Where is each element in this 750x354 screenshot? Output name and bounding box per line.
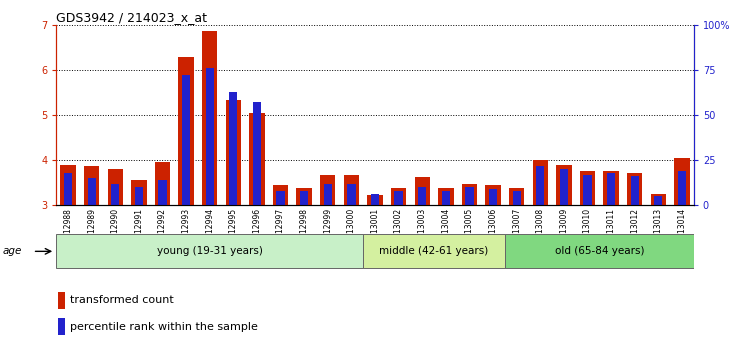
Bar (206, 68, 214, 205)
Bar (678, 171, 686, 205)
Bar (58, 292, 65, 309)
Bar (512, 191, 520, 205)
Bar (536, 166, 544, 205)
Bar (415, 177, 430, 205)
Bar (249, 113, 265, 205)
Bar (253, 102, 261, 205)
Text: age: age (3, 246, 22, 256)
Bar (584, 175, 592, 205)
Text: percentile rank within the sample: percentile rank within the sample (70, 322, 258, 332)
Bar (560, 169, 568, 205)
Bar (107, 169, 123, 205)
Text: old (65-84 years): old (65-84 years) (554, 246, 644, 256)
Bar (344, 175, 359, 205)
Bar (394, 191, 403, 205)
Bar (391, 188, 406, 205)
Bar (505, 234, 694, 268)
Bar (442, 191, 450, 205)
Bar (462, 184, 477, 205)
Bar (182, 75, 190, 205)
Bar (111, 184, 119, 205)
Bar (277, 191, 285, 205)
Bar (651, 194, 666, 205)
Bar (580, 171, 596, 205)
Bar (654, 196, 662, 205)
Bar (556, 165, 572, 205)
Bar (300, 191, 308, 205)
Bar (88, 178, 96, 205)
Bar (532, 160, 548, 205)
Bar (58, 318, 65, 335)
Bar (489, 189, 497, 205)
Text: GDS3942 / 214023_x_at: GDS3942 / 214023_x_at (56, 11, 207, 24)
Bar (226, 100, 241, 205)
Bar (465, 187, 473, 205)
Bar (607, 173, 615, 205)
Bar (230, 92, 238, 205)
Bar (368, 195, 382, 205)
Bar (324, 184, 332, 205)
Bar (604, 171, 619, 205)
Bar (154, 161, 170, 205)
Bar (347, 184, 355, 205)
Bar (158, 180, 166, 205)
Bar (202, 31, 217, 205)
Bar (61, 165, 76, 205)
Bar (418, 187, 426, 205)
Text: young (19-31 years): young (19-31 years) (157, 246, 262, 256)
Bar (363, 234, 505, 268)
Bar (56, 234, 363, 268)
Bar (320, 175, 335, 205)
Bar (674, 158, 689, 205)
Bar (485, 185, 501, 205)
Bar (84, 166, 99, 205)
Bar (370, 194, 380, 205)
Bar (178, 57, 194, 205)
Bar (64, 173, 72, 205)
Bar (273, 185, 288, 205)
Bar (627, 173, 643, 205)
Text: transformed count: transformed count (70, 295, 173, 305)
Bar (509, 188, 524, 205)
Text: middle (42-61 years): middle (42-61 years) (380, 246, 489, 256)
Bar (131, 179, 146, 205)
Bar (135, 187, 143, 205)
Bar (438, 188, 454, 205)
Bar (296, 188, 312, 205)
Bar (631, 176, 639, 205)
